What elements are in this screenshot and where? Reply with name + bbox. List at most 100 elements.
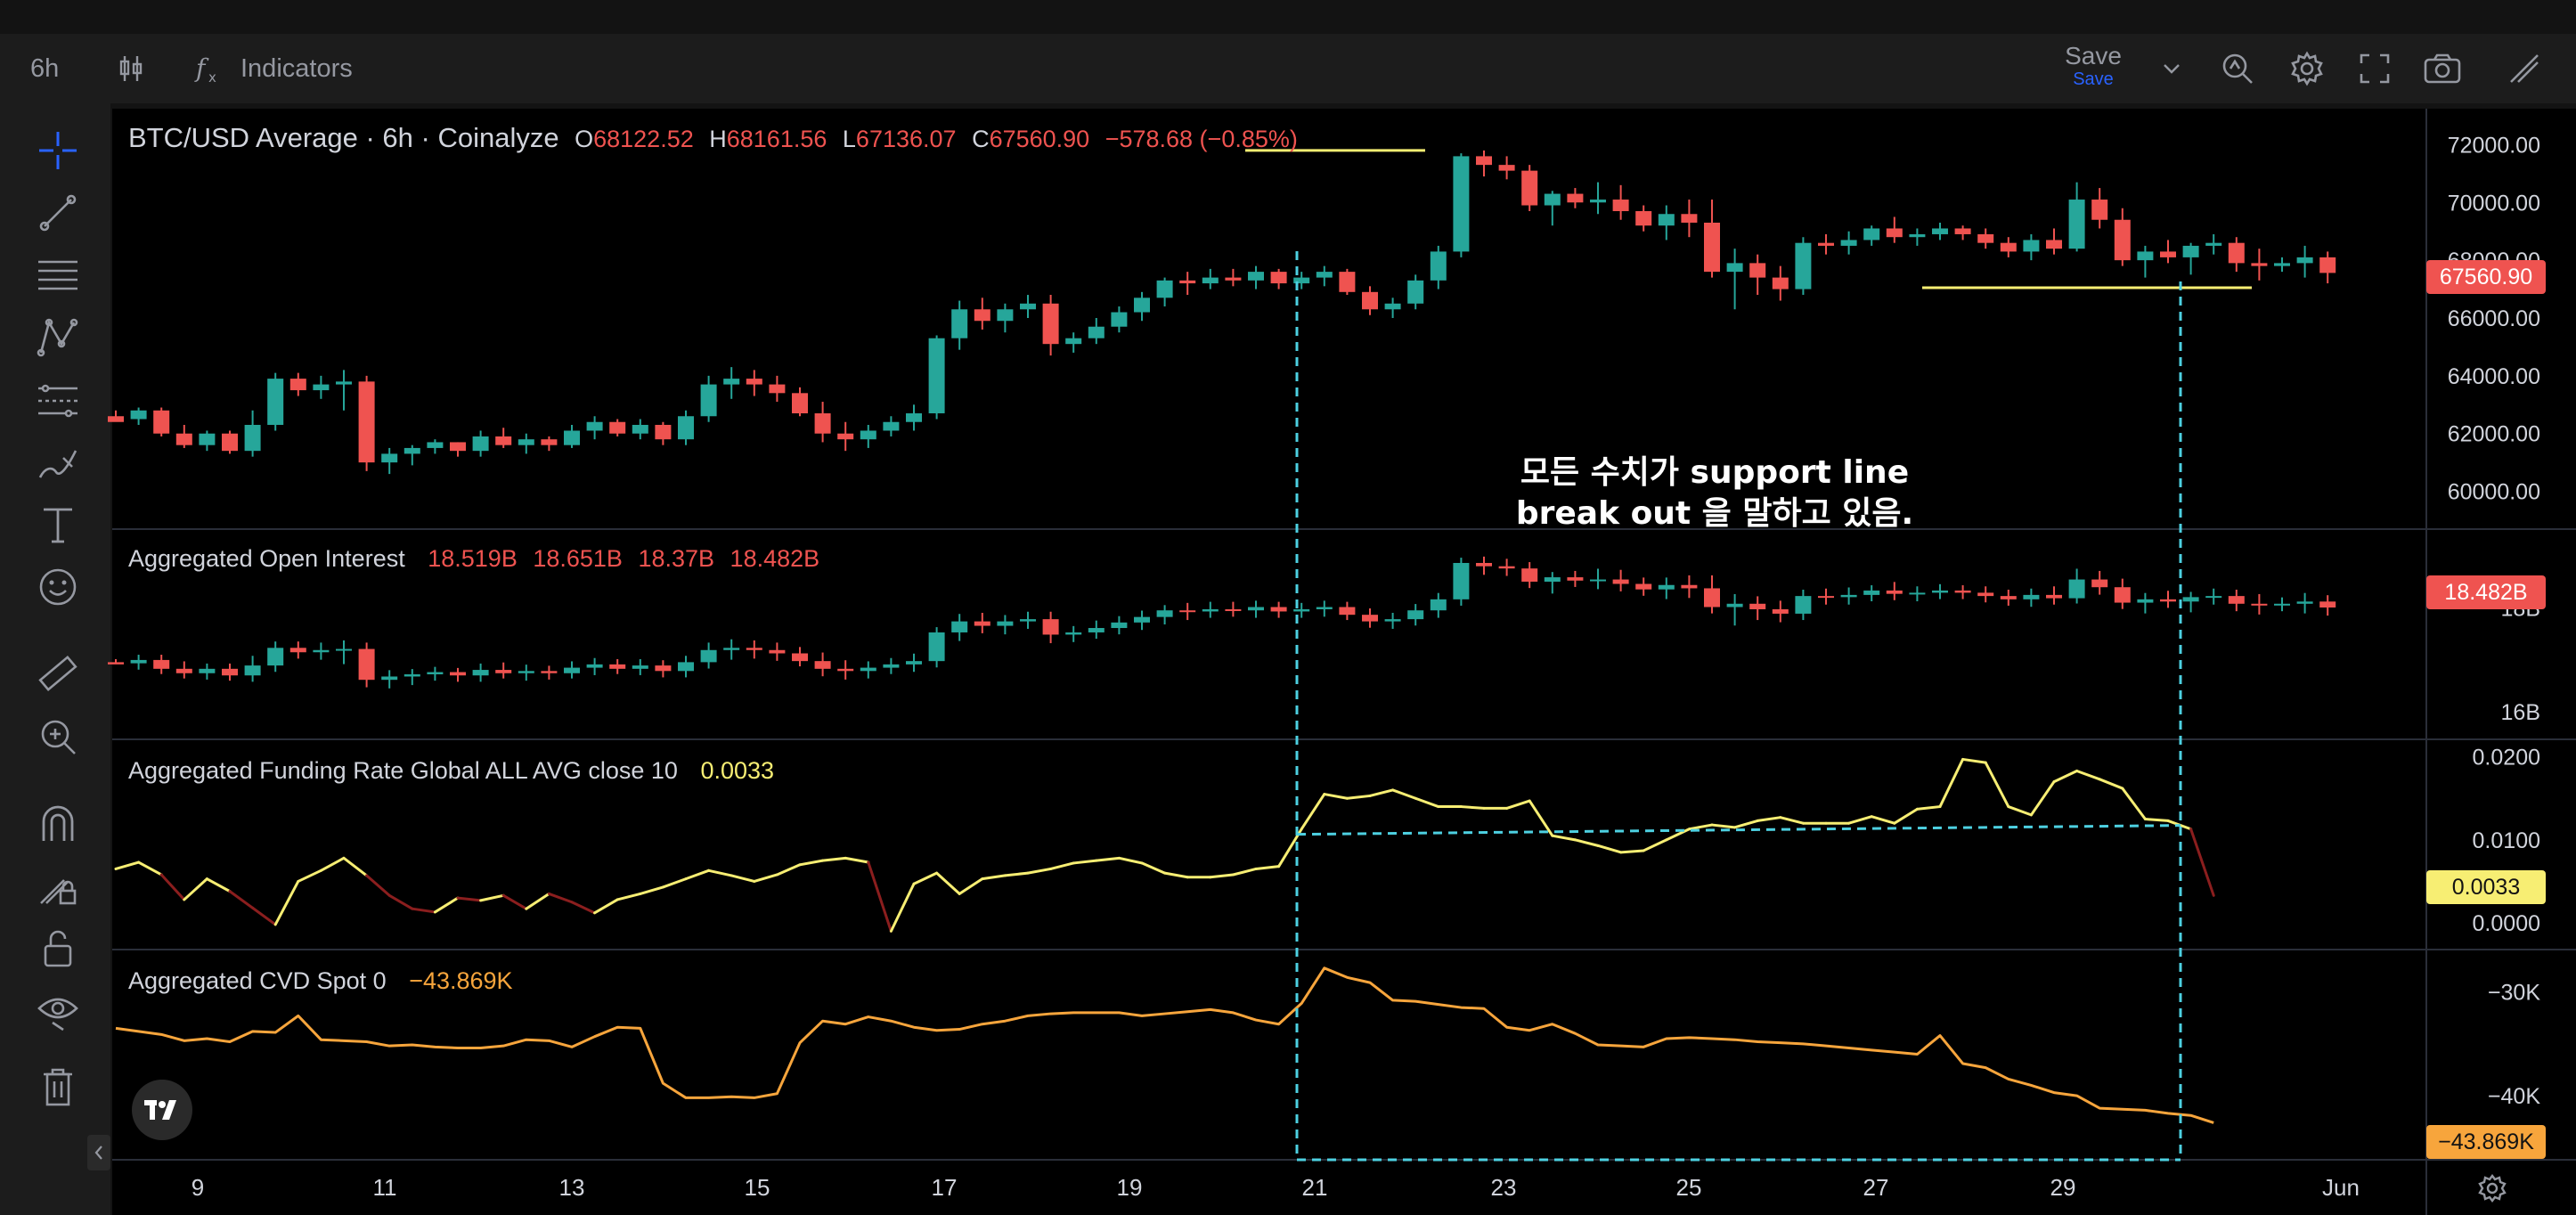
funding-line-segment	[1870, 815, 1896, 825]
gear-icon[interactable]	[2286, 34, 2328, 103]
axis-settings-icon[interactable]	[2473, 1169, 2512, 1208]
funding-line-segment	[114, 860, 141, 870]
oi-candle-body	[1886, 590, 1903, 594]
time-axis-label: 23	[1491, 1174, 1517, 1201]
candle-body	[1795, 242, 1812, 289]
oi-candle-body	[928, 632, 945, 662]
funding-line-segment	[1391, 788, 1417, 800]
pattern-icon[interactable]	[30, 310, 86, 365]
crosshair-icon[interactable]	[30, 123, 86, 178]
candle-body	[1179, 280, 1196, 284]
funding-line-segment	[387, 893, 414, 910]
camera-icon[interactable]	[2419, 34, 2466, 103]
oi-candle-body	[130, 659, 147, 664]
oi-candle-body	[814, 661, 831, 669]
funding-line-segment	[684, 868, 711, 881]
funding-axis-label: 0.0100	[2473, 828, 2540, 853]
trash-icon[interactable]	[30, 1060, 86, 1115]
oi-candle-body	[199, 668, 216, 673]
candle-body	[1202, 277, 1219, 284]
oi-candle-body	[427, 672, 444, 675]
funding-line-segment	[433, 896, 460, 914]
oi-candle-body	[860, 667, 876, 672]
eye-icon[interactable]	[30, 983, 86, 1039]
time-axis-label: 13	[559, 1174, 585, 1201]
funding-line-segment	[501, 893, 528, 910]
candle-body	[2251, 263, 2268, 266]
fib-icon[interactable]	[30, 248, 86, 303]
text-icon[interactable]	[30, 497, 86, 552]
chevron-down-icon[interactable]	[2156, 34, 2188, 103]
oi-candle-body	[2023, 594, 2040, 599]
cvd-axis-label: −30K	[2488, 981, 2540, 1006]
oi-candle-body	[2046, 594, 2062, 599]
funding-line-segment	[251, 906, 277, 926]
zoom-icon[interactable]	[30, 709, 86, 764]
fullscreen-icon[interactable]	[2353, 34, 2396, 103]
oi-candle-body	[974, 621, 990, 626]
candle-body	[1863, 228, 1880, 241]
oi-candle-body	[1042, 619, 1059, 635]
candle-body	[1726, 263, 1743, 273]
oi-candle-body	[723, 648, 740, 650]
oi-candle-body	[1111, 622, 1128, 629]
candle-body	[746, 379, 762, 385]
funding-line-segment	[1003, 871, 1030, 877]
oi-candle-body	[951, 621, 968, 632]
indicators-button[interactable]: Indicators	[240, 54, 353, 83]
emoji-icon[interactable]	[30, 559, 86, 615]
candle-body	[1042, 303, 1059, 345]
oi-candle-body	[2296, 601, 2313, 604]
oi-candle-body	[1795, 596, 1812, 614]
ruler-icon[interactable]	[30, 647, 86, 702]
time-axis-label: 15	[745, 1174, 770, 1201]
replay-icon[interactable]	[2216, 34, 2259, 103]
oi-candle-body	[769, 649, 786, 654]
funding-line-segment	[1140, 861, 1167, 875]
oi-candle-body	[1590, 579, 1606, 582]
candle-body	[564, 430, 580, 445]
funding-line-segment	[1049, 861, 1075, 870]
funding-line-segment	[342, 856, 369, 877]
brush-icon[interactable]	[30, 435, 86, 490]
interval-button[interactable]: 6h	[30, 54, 60, 83]
funding-line-segment	[707, 868, 733, 877]
funding-line-segment	[1779, 816, 1805, 825]
candle-body	[1407, 280, 1424, 304]
time-axis-label: 9	[192, 1174, 204, 1201]
candles-icon[interactable]	[110, 34, 151, 103]
lock-draw-icon[interactable]	[30, 859, 86, 914]
magnet-icon[interactable]	[30, 796, 86, 852]
oi-candle-body	[2114, 587, 2131, 603]
draw-icon[interactable]	[2503, 34, 2546, 103]
candle-body	[358, 381, 375, 463]
funding-line-segment	[1368, 788, 1395, 797]
candle-body	[289, 379, 306, 391]
oi-candle-body	[1681, 584, 1698, 589]
tradingview-logo[interactable]	[132, 1080, 192, 1140]
collapse-panel-button[interactable]	[87, 1135, 110, 1170]
candle-body	[1612, 200, 1629, 212]
oi-candle-body	[1339, 607, 1356, 616]
candle-body	[1293, 277, 1310, 284]
trendline-icon[interactable]	[30, 185, 86, 241]
low-value: 67136.07	[855, 126, 957, 152]
oi-candle-body	[632, 665, 648, 669]
funding-line-segment	[1505, 799, 1531, 810]
candle-body	[997, 309, 1014, 322]
oi-candle-body	[1840, 594, 1857, 598]
funding-line-segment	[1756, 816, 1782, 822]
candle-body	[860, 430, 876, 440]
lock-icon[interactable]	[30, 921, 86, 976]
funding-legend: Aggregated Funding Rate Global ALL AVG c…	[128, 757, 783, 785]
funding-line-segment	[2143, 818, 2170, 822]
oi-candle-body	[1749, 603, 1766, 609]
forecast-icon[interactable]	[30, 372, 86, 428]
save-button[interactable]: Save Save	[2049, 43, 2138, 96]
annotation-text: 모든 수치가 support line break out 을 말하고 있음.	[1496, 453, 1933, 534]
price-axis-label: 62000.00	[2448, 422, 2540, 447]
candle-body	[1476, 156, 1492, 166]
